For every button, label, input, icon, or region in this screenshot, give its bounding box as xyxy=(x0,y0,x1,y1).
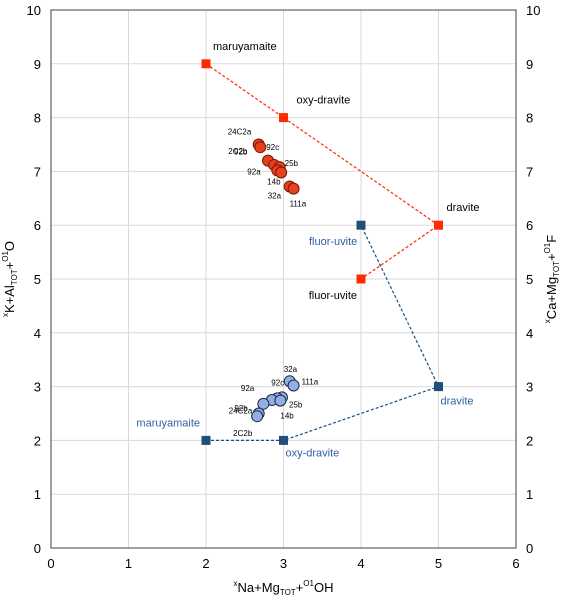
blue-endmember-square xyxy=(356,220,366,230)
red-endmember-label: dravite xyxy=(447,202,480,214)
red-sample-label: 25b xyxy=(285,159,299,168)
y2-tick-label: 4 xyxy=(526,326,533,341)
red-endmember-square xyxy=(356,274,366,284)
red-sample-point xyxy=(275,166,288,179)
y2-tick-label: 8 xyxy=(526,111,533,126)
endmember-lines xyxy=(205,63,440,441)
point-labels: maruyamaite oxy-dravite dravite fluor-uvite… xyxy=(136,41,479,460)
y2-tick-label: 6 xyxy=(526,218,533,233)
red-endmember-label: fluor-uvite xyxy=(309,290,357,302)
blue-sample-label: 92c xyxy=(271,378,284,387)
y-tick-label: 6 xyxy=(34,218,41,233)
blue-sample-label: 25b xyxy=(289,400,303,409)
y-tick-label: 5 xyxy=(34,272,41,287)
blue-sample-label: 24C2a xyxy=(229,407,253,416)
y2-tick-label: 2 xyxy=(526,433,533,448)
x-tick-label: 0 xyxy=(47,556,54,571)
blue-sample-point xyxy=(274,394,287,407)
blue-endmember-square xyxy=(279,435,288,445)
y2-tick-label: 7 xyxy=(526,164,533,179)
x-tick-label: 1 xyxy=(125,556,132,571)
blue-sample-label: 2C2b xyxy=(233,429,253,438)
red-sample-point xyxy=(287,182,300,195)
red-sample-label: 111a xyxy=(290,200,307,209)
blue-sample-label: 14b xyxy=(280,412,294,421)
blue-endmember-label: oxy-dravite xyxy=(286,447,340,459)
y2-tick-label: 1 xyxy=(526,487,533,502)
blue-endmember-label: maruyamaite xyxy=(136,417,200,429)
y-tick-label: 0 xyxy=(34,541,41,556)
blue-endmember-label: dravite xyxy=(441,396,474,408)
blue-endmember-line xyxy=(206,224,440,441)
red-sample-label: 32a xyxy=(268,191,282,200)
y-axis-label: xK+AlTOT+O1O xyxy=(1,241,19,317)
red-endmember-square xyxy=(279,113,288,123)
y-tick-label: 3 xyxy=(34,380,41,395)
x-tick-label: 6 xyxy=(512,556,519,571)
blue-sample-label: 111a xyxy=(302,378,319,387)
y-tick-label: 7 xyxy=(34,164,41,179)
y-tick-label: 4 xyxy=(34,326,41,341)
y2-axis-label: xCa+MgTOT+O1F xyxy=(543,235,561,323)
x-tick-label: 3 xyxy=(280,556,287,571)
y2-tick-label: 10 xyxy=(526,3,540,18)
red-endmember-line xyxy=(205,63,440,280)
red-endmember-label: oxy-dravite xyxy=(297,95,351,107)
blue-sample-point xyxy=(287,379,300,392)
y2-tick-label: 0 xyxy=(526,541,533,556)
blue-sample-point xyxy=(251,410,264,423)
y2-tick-label: 5 xyxy=(526,272,533,287)
red-sample-label: 92b xyxy=(234,148,248,157)
red-sample-label: 24C2a xyxy=(228,128,252,137)
red-sample-label: 2C2b xyxy=(228,147,248,156)
x-tick-label: 4 xyxy=(357,556,364,571)
y2-tick-label: 3 xyxy=(526,380,533,395)
red-sample-label: 14b xyxy=(267,177,281,186)
blue-sample-label: 92b xyxy=(234,404,248,413)
y-tick-label: 9 xyxy=(34,57,41,72)
red-sample-label: 92a xyxy=(247,167,261,176)
red-endmember-label: maruyamaite xyxy=(213,41,277,53)
x-axis-label: xNa+MgTOT+O1OH xyxy=(234,579,334,597)
blue-endmember-square xyxy=(201,435,211,445)
y-tick-label: 8 xyxy=(34,111,41,126)
x-tick-label: 5 xyxy=(435,556,442,571)
y-tick-label: 1 xyxy=(34,487,41,502)
blue-sample-label: 92a xyxy=(241,384,255,393)
plot-frame xyxy=(50,9,517,549)
red-endmember-square xyxy=(434,220,443,230)
red-sample-point xyxy=(254,141,267,154)
red-sample-label: 92c xyxy=(266,143,279,152)
blue-sample-label: 32a xyxy=(284,365,298,374)
x-tick-label: 2 xyxy=(202,556,209,571)
red-endmember-square xyxy=(201,59,211,69)
y-tick-label: 10 xyxy=(27,3,41,18)
y-tick-label: 2 xyxy=(34,433,41,448)
blue-sample-point xyxy=(257,397,270,410)
y2-tick-label: 9 xyxy=(526,57,533,72)
data-marks xyxy=(201,59,443,445)
blue-endmember-label: fluor-uvite xyxy=(309,236,357,248)
blue-endmember-square xyxy=(434,382,443,392)
